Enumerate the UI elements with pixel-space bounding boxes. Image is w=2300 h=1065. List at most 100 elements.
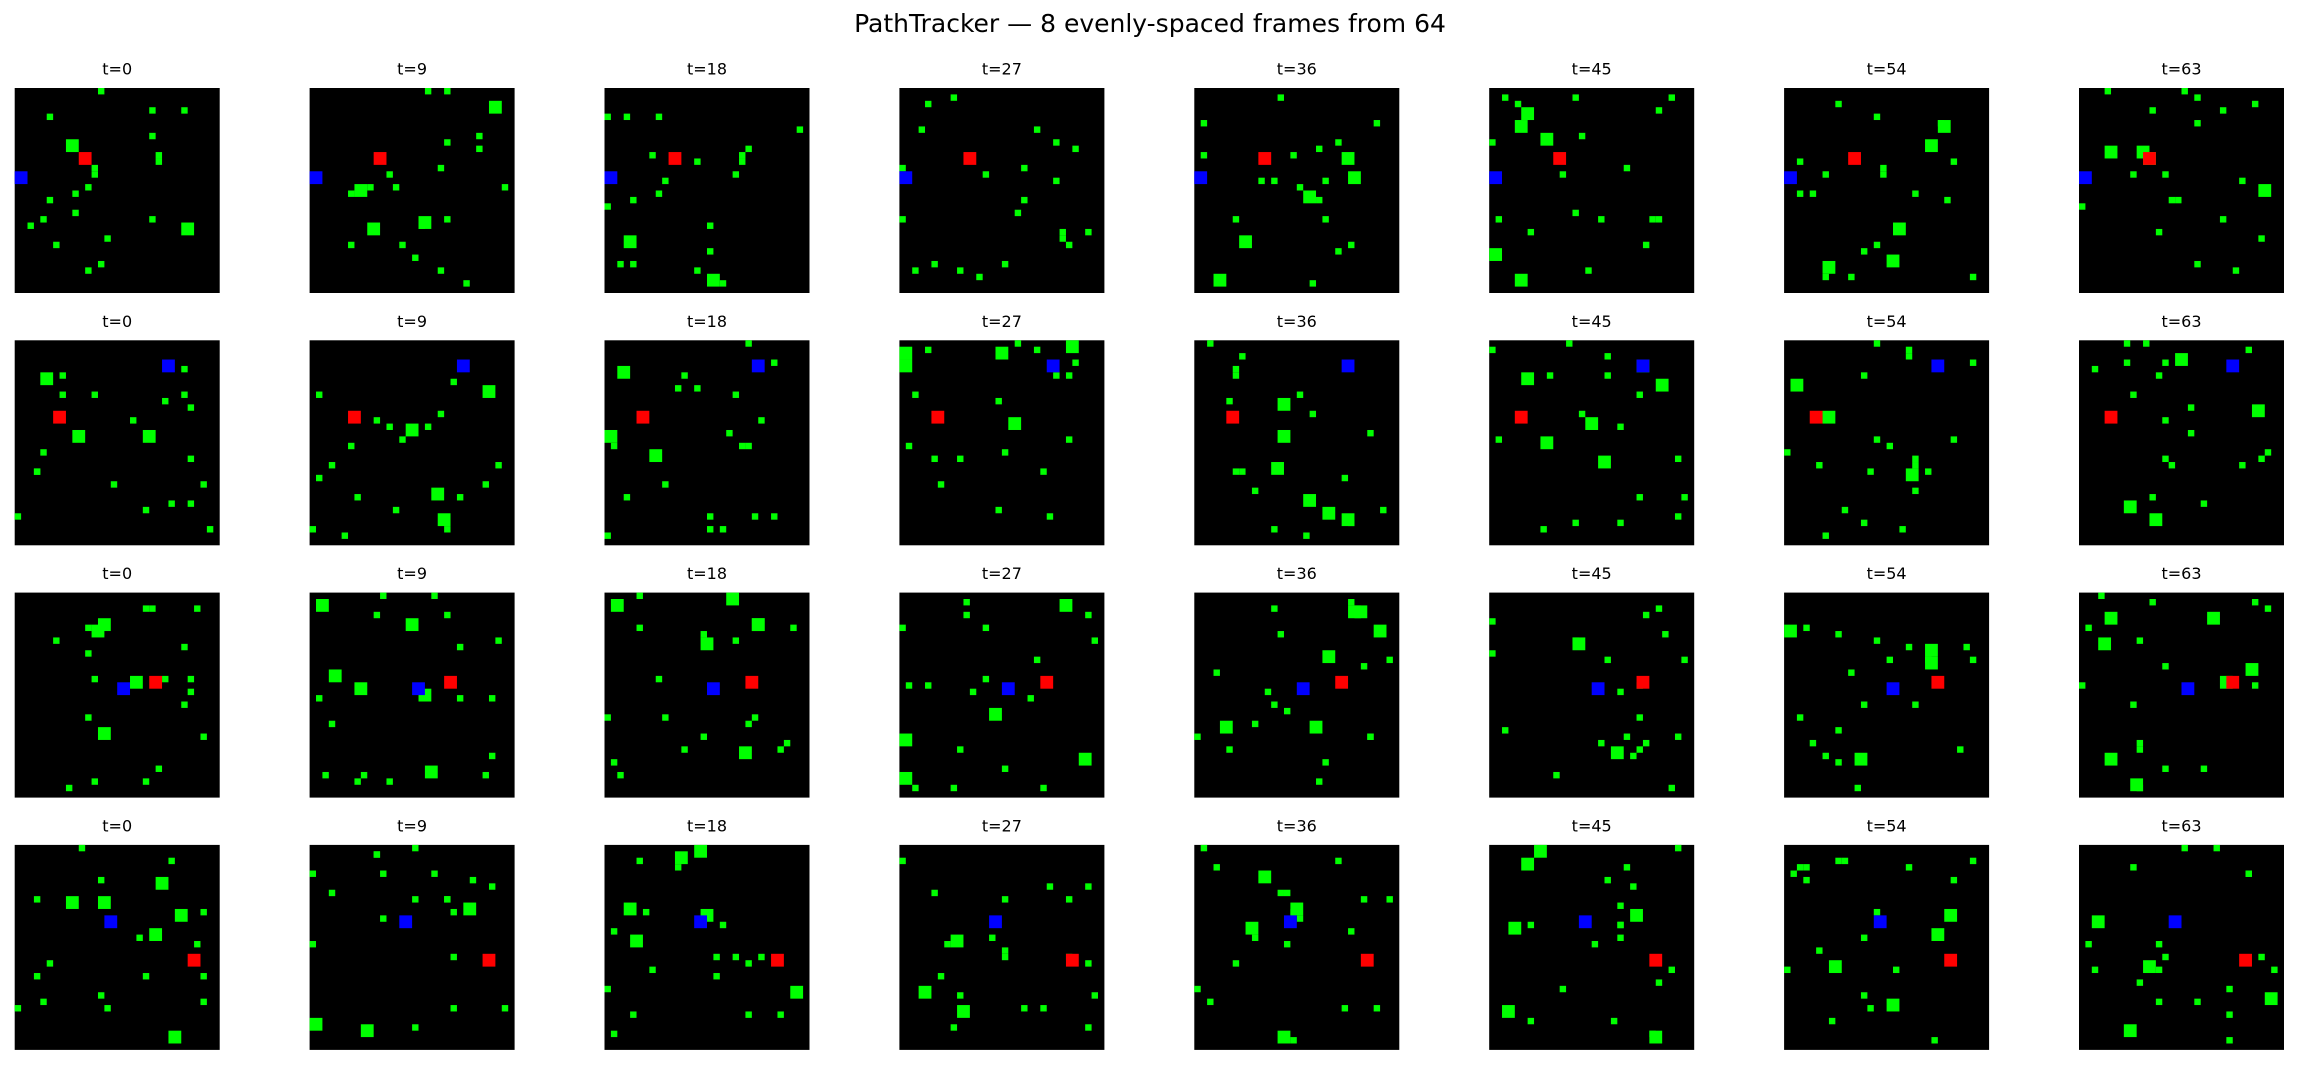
distractor [751,714,759,721]
distractor [1322,650,1336,664]
distractor [367,184,374,191]
distractor [1316,778,1323,785]
distractor [1258,177,1265,185]
panel-title: t=18 [687,312,727,331]
distractor [456,494,464,501]
distractor [1514,120,1528,133]
panel-background [2079,844,2284,1050]
distractor [2155,940,2163,948]
distractor [751,513,759,520]
distractor [1642,241,1650,249]
distractor [1290,1037,1297,1044]
distractor [1912,190,1919,197]
distractor [2085,624,2092,632]
distractor [2136,979,2144,986]
distractor [655,190,663,197]
distractor [1572,94,1579,101]
distractor [2264,449,2272,456]
distractor [392,506,400,514]
distractor [380,870,387,877]
distractor [1309,410,1317,418]
distractor [437,513,451,527]
panel-background [14,88,220,293]
distractor [476,132,483,140]
distractor [1944,196,1951,204]
distractor [1226,397,1233,405]
distractor [950,784,958,792]
start-marker [309,171,323,185]
distractor [1309,720,1323,734]
panel [899,340,1105,546]
start-marker [1001,682,1015,696]
distractor [899,164,906,172]
distractor [142,973,150,980]
distractor [418,222,425,229]
distractor [444,88,451,95]
distractor [2149,599,2156,606]
distractor [1021,1005,1028,1012]
distractor [46,960,54,967]
distractor [1277,1030,1291,1044]
distractor [1867,468,1874,475]
distractor [732,171,740,178]
panel [1489,592,1695,798]
distractor [1655,605,1663,612]
distractor [1784,449,1791,456]
distractor [649,966,656,974]
distractor [1655,216,1663,223]
distractor [431,870,438,877]
distractor [1790,378,1804,392]
target-marker [187,953,201,967]
distractor [739,442,746,450]
distractor [40,449,47,456]
target-marker [1514,410,1528,424]
start-marker [1873,915,1887,929]
panel-title: t=27 [982,60,1022,79]
target-marker [2239,953,2252,967]
distractor [1335,248,1342,255]
panel [2079,340,2284,546]
panel-title: t=36 [1277,312,1317,331]
target-marker [1226,410,1240,424]
distractor [2123,359,2131,366]
distractor [1001,449,1009,456]
distractor [1790,870,1797,877]
distractor [1578,132,1586,140]
distractor [1944,908,1958,922]
distractor [1841,506,1849,514]
distractor [1937,120,1951,133]
distractor [617,771,624,779]
target-marker [444,675,457,689]
distractor [925,682,932,689]
distractor [1360,896,1368,903]
distractor [1277,94,1284,101]
panel [1489,340,1695,546]
panel-title: t=18 [687,60,727,79]
distractor [1021,164,1028,172]
target-marker [1944,953,1958,967]
distractor [33,468,41,475]
distractor [2130,778,2144,792]
distractor [957,746,964,753]
distractor [2251,404,2265,418]
distractor [1841,857,1849,865]
distractor [1860,372,1868,379]
distractor [1014,340,1022,347]
distractor [2258,235,2265,242]
panel-title: t=54 [1867,312,1907,331]
distractor [1360,663,1368,670]
distractor [149,107,156,114]
distractor [2123,340,2131,347]
panel-title: t=63 [2161,816,2201,835]
distractor [2155,372,2163,379]
target-marker [636,410,650,424]
distractor [367,222,381,236]
target-marker [2104,410,2118,424]
distractor [354,778,361,785]
distractor [1636,714,1643,721]
panel-background [1489,340,1695,546]
panel-title: t=0 [102,816,132,835]
panel-background [899,340,1105,546]
distractor [1604,656,1611,664]
start-marker [989,915,1002,929]
